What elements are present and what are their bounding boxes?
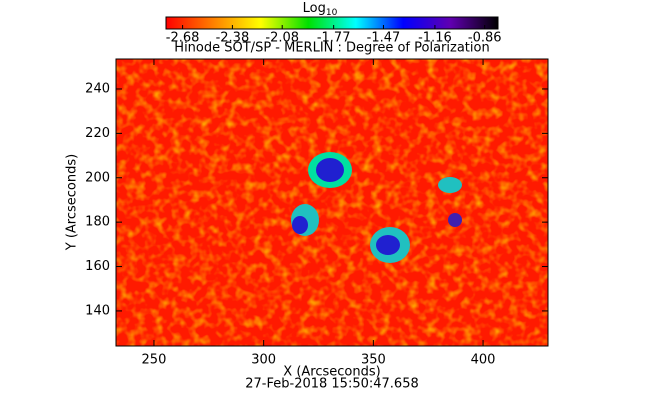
feature bbox=[316, 158, 344, 182]
colorbar bbox=[165, 16, 499, 30]
colorbar-label-text: Log bbox=[303, 1, 326, 16]
y-axis-label: Y (Arcseconds) bbox=[65, 154, 80, 251]
feature bbox=[376, 235, 400, 255]
x-axis-label: X (Arcseconds) bbox=[283, 365, 380, 380]
feature bbox=[448, 213, 462, 227]
y-tick-label: 200 bbox=[85, 170, 110, 185]
x-tick-label: 400 bbox=[471, 353, 496, 368]
feature bbox=[438, 177, 462, 193]
x-tick-label: 350 bbox=[361, 353, 386, 368]
colorbar-tick-label: -2.08 bbox=[265, 31, 299, 46]
colorbar-tick-label: -2.68 bbox=[166, 31, 200, 46]
colorbar-label: Log10 bbox=[303, 1, 338, 18]
chart-title: Hinode SOT/SP - MERLIN : Degree of Polar… bbox=[174, 41, 489, 56]
plot-frame bbox=[115, 58, 549, 347]
polarization-features bbox=[291, 152, 462, 263]
colorbar-tick-label: -1.16 bbox=[418, 31, 452, 46]
colorbar-tick-label: -2.38 bbox=[216, 31, 250, 46]
y-tick-label: 180 bbox=[85, 215, 110, 230]
colorbar-tick-label: -1.77 bbox=[317, 31, 351, 46]
y-tick-label: 220 bbox=[85, 126, 110, 141]
colorbar-tick-label: -0.86 bbox=[468, 31, 502, 46]
x-tick-label: 250 bbox=[142, 353, 167, 368]
footer: 27-Feb-2018 15:50:47.658 bbox=[245, 377, 419, 392]
y-tick-label: 160 bbox=[85, 259, 110, 274]
x-tick-label: 300 bbox=[251, 353, 276, 368]
image bbox=[116, 59, 548, 346]
feature bbox=[292, 216, 308, 234]
y-tick-label: 240 bbox=[85, 81, 110, 96]
colorbar-tick-label: -1.47 bbox=[367, 31, 401, 46]
colorbar-label-sub: 10 bbox=[326, 8, 338, 18]
image-texture bbox=[116, 59, 548, 346]
y-tick-label: 140 bbox=[85, 303, 110, 318]
